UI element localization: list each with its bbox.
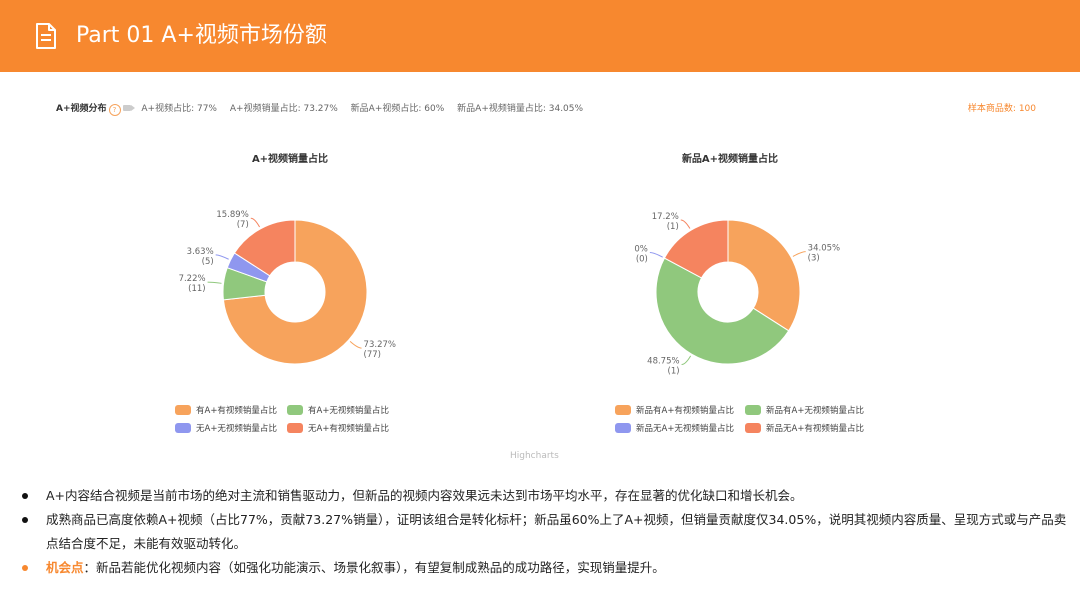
legend-label: 新品无A+有视频销量占比 <box>766 424 864 434</box>
label-connector <box>250 217 261 228</box>
chart-title-2: 新品A+视频销量占比 <box>681 154 779 165</box>
label-connector <box>680 219 691 229</box>
legend-swatch <box>287 405 303 415</box>
legend-2: 新品有A+有视频销量占比 新品有A+无视频销量占比新品无A+无视频销量占比 新品无A… <box>615 404 885 434</box>
data-count-label: (0) <box>636 254 648 264</box>
page-header: Part 01 A+视频市场份额 <box>0 0 1080 72</box>
legend-1: 有A+有视频销量占比 有A+无视频销量占比无A+无视频销量占比 无A+有视频销量占比 <box>175 404 425 434</box>
legend-swatch <box>175 405 191 415</box>
data-count-label: (11) <box>188 284 205 294</box>
data-label: 73.27% <box>364 340 396 350</box>
bullet-highlight: 机会点 <box>46 560 84 575</box>
bullet-text: A+内容结合视频是当前市场的绝对主流和销售驱动力，但新品的视频内容效果远未达到市… <box>46 488 803 503</box>
data-count-label: (7) <box>237 220 249 230</box>
data-label: 17.2% <box>652 212 679 222</box>
help-icon[interactable]: ? <box>108 104 121 116</box>
legend-label: 无A+有视频销量占比 <box>308 424 389 434</box>
data-label: 3.63% <box>187 247 214 257</box>
data-label: 7.22% <box>179 274 206 284</box>
legend-swatch <box>615 405 631 415</box>
bullet-item: A+内容结合视频是当前市场的绝对主流和销售驱动力，但新品的视频内容效果远未达到市… <box>20 484 1070 508</box>
page-title: Part 01 A+视频市场份额 <box>76 23 327 48</box>
stat-item: A+视频占比: 77% <box>141 104 217 114</box>
legend-label: 新品有A+无视频销量占比 <box>766 406 864 416</box>
data-count-label: (5) <box>202 257 214 267</box>
donut-chart-2: 34.05%(3)48.75%(1)0%(0)17.2%(1) <box>634 212 840 377</box>
stat-item: A+视频销量占比: 73.27% <box>229 104 338 114</box>
video-camera-icon <box>122 105 135 111</box>
legend-item[interactable]: 新品无A+无视频销量占比 <box>615 422 734 434</box>
legend-item[interactable]: 新品有A+有视频销量占比 <box>615 404 734 416</box>
chart-title-1: A+视频销量占比 <box>251 154 329 165</box>
data-label: 15.89% <box>216 210 248 220</box>
legend-swatch <box>287 423 303 433</box>
legend-swatch <box>745 423 761 433</box>
data-count-label: (3) <box>808 254 820 264</box>
label-connector <box>681 355 692 366</box>
legend-label: 有A+无视频销量占比 <box>308 406 389 416</box>
data-label: 48.75% <box>647 357 679 367</box>
donut-chart-1: 73.27%(77) 7.22%(11) 3.63%(5) 15.89%(7) <box>179 210 396 365</box>
data-label: 0% <box>634 244 648 254</box>
legend-swatch <box>615 423 631 433</box>
data-count-label: (1) <box>667 222 679 232</box>
stats-bar: A+视频分布? A+视频占比: 77% A+视频销量占比: 73.27% 新品A… <box>56 101 1036 117</box>
legend-item[interactable]: 新品有A+无视频销量占比 <box>745 404 864 416</box>
label-connector <box>215 254 229 260</box>
document-icon <box>36 23 56 49</box>
legend-item[interactable]: 无A+有视频销量占比 <box>287 422 389 434</box>
legend-label: 新品无A+无视频销量占比 <box>636 424 734 434</box>
donut-slice[interactable] <box>727 219 801 332</box>
legend-swatch <box>175 423 191 433</box>
bullet-item: 成熟商品已高度依赖A+视频（占比77%，贡献73.27%销量），证明该组合是转化… <box>20 508 1070 556</box>
legend-item[interactable]: 有A+有视频销量占比 <box>175 404 277 416</box>
bullet-list: A+内容结合视频是当前市场的绝对主流和销售驱动力，但新品的视频内容效果远未达到市… <box>20 484 1070 580</box>
legend-label: 新品有A+有视频销量占比 <box>636 406 734 416</box>
bullet-dot-icon <box>22 493 28 499</box>
donut-slice[interactable] <box>655 257 790 365</box>
label-connector <box>649 251 663 258</box>
legend-item[interactable]: 新品无A+有视频销量占比 <box>745 422 864 434</box>
legend-label: 有A+有视频销量占比 <box>196 406 277 416</box>
label-connector <box>207 281 222 284</box>
donut-slice[interactable] <box>233 219 296 277</box>
sample-count: 样本商品数: 100 <box>967 104 1036 114</box>
label-connector <box>349 341 362 349</box>
stat-item: 新品A+视频占比: 60% <box>350 104 445 114</box>
bullet-dot-icon <box>22 565 28 571</box>
legend-item[interactable]: 有A+无视频销量占比 <box>287 404 389 416</box>
legend-swatch <box>745 405 761 415</box>
bullet-text: 成熟商品已高度依赖A+视频（占比77%，贡献73.27%销量），证明该组合是转化… <box>46 512 1067 551</box>
data-count-label: (1) <box>668 367 680 377</box>
stat-item: 新品A+视频销量占比: 34.05% <box>457 104 584 114</box>
stats-label: A+视频分布 <box>56 104 107 114</box>
legend-label: 无A+无视频销量占比 <box>196 424 277 434</box>
chart-credit[interactable]: Highcharts <box>510 451 559 461</box>
donut-slice[interactable] <box>663 219 729 279</box>
bullet-text: ：新品若能优化视频内容（如强化功能演示、场景化叙事），有望复制成熟品的成功路径，… <box>83 560 665 575</box>
bullet-dot-icon <box>22 517 28 523</box>
data-label: 34.05% <box>808 244 840 254</box>
legend-item[interactable]: 无A+无视频销量占比 <box>175 422 277 434</box>
label-connector <box>792 251 806 257</box>
donut-slice[interactable] <box>222 219 368 365</box>
data-count-label: (77) <box>364 350 381 360</box>
bullet-item: 机会点：新品若能优化视频内容（如强化功能演示、场景化叙事），有望复制成熟品的成功… <box>20 556 1070 580</box>
